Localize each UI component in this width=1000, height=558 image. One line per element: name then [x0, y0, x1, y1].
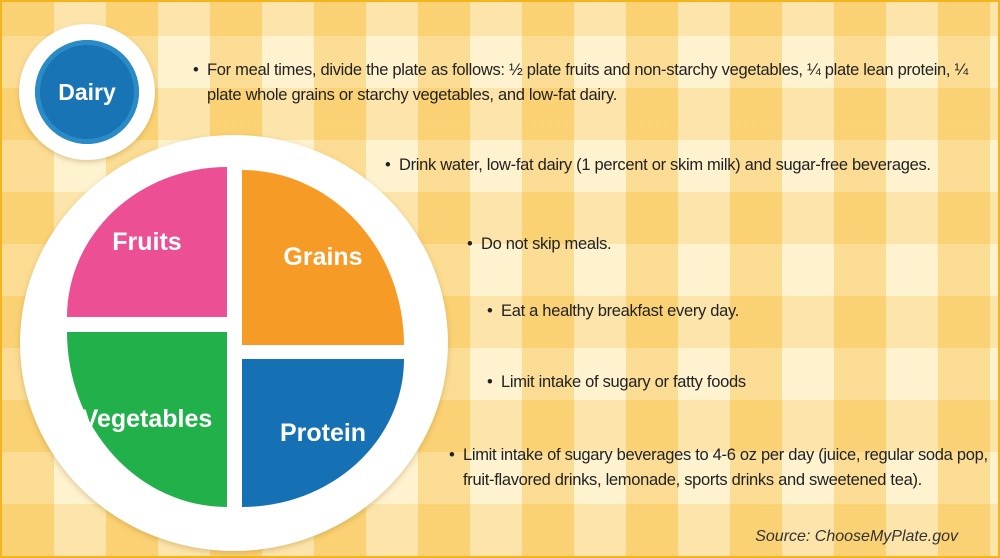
bullet-dot: •: [385, 156, 391, 174]
protein-label: Protein: [279, 418, 367, 447]
bullet-text: Drink water, low-fat dairy (1 percent or…: [399, 156, 931, 174]
bullet-dot: •: [467, 235, 473, 253]
bullet-dot: •: [193, 61, 199, 79]
bullet-dot: •: [449, 446, 455, 464]
bullet-text: For meal times, divide the plate as foll…: [207, 61, 968, 104]
bullet-text: Limit intake of sugary beverages to 4-6 …: [463, 446, 988, 489]
vegetables-label: Vegetables: [81, 405, 213, 433]
bullet-text: Eat a healthy breakfast every day.: [501, 302, 740, 320]
bullet-2: • Drink water, low-fat dairy (1 percent o…: [385, 153, 999, 178]
source-credit: Source: ChooseMyPlate.gov: [755, 528, 958, 545]
bullet-1: • For meal times, divide the plate as fol…: [193, 58, 977, 108]
bullet-6: • Limit intake of sugary beverages to 4-6…: [449, 443, 993, 493]
grains-label: Grains: [283, 243, 363, 271]
bullet-3: • Do not skip meals.: [467, 232, 881, 257]
bullet-5: • Limit intake of sugary or fatty foods: [487, 370, 901, 395]
bullet-dot: •: [487, 373, 493, 391]
bullet-text: Do not skip meals.: [481, 235, 612, 253]
dairy-label: Dairy: [58, 78, 116, 105]
bullet-text: Limit intake of sugary or fatty foods: [501, 373, 746, 391]
fruits-label: Fruits: [112, 227, 182, 256]
dairy-circle: Dairy: [35, 40, 139, 144]
bullet-dot: •: [487, 302, 493, 320]
bullet-4: • Eat a healthy breakfast every day.: [487, 299, 901, 324]
